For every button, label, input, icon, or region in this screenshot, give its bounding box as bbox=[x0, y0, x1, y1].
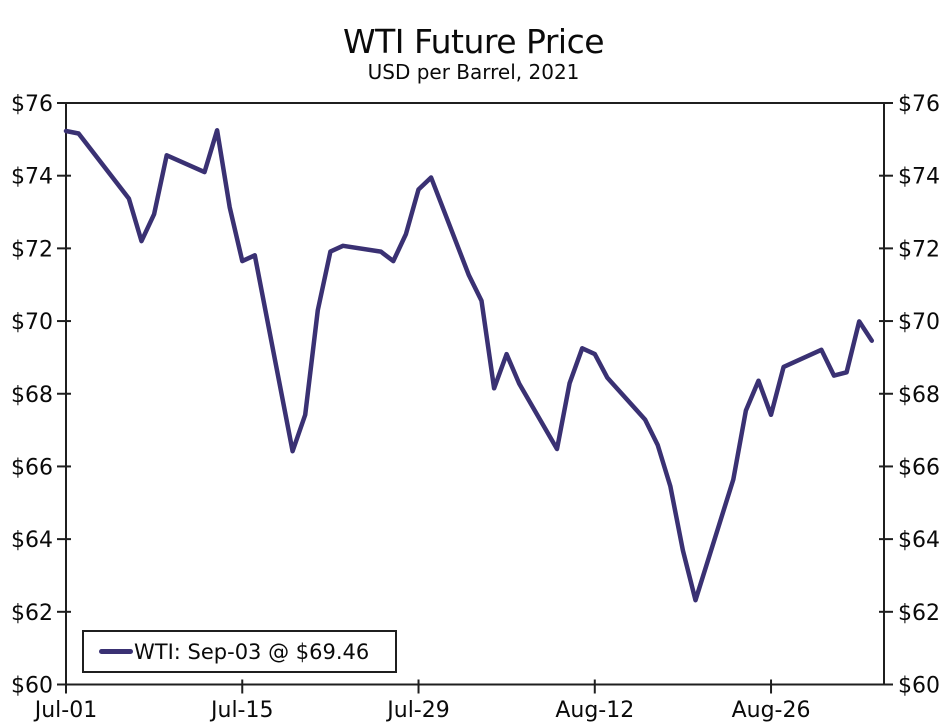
y-axis-tick-label-left: $70 bbox=[11, 310, 53, 335]
x-axis-tick-label: Aug-26 bbox=[732, 698, 811, 723]
y-axis-tick-label-left: $60 bbox=[11, 674, 53, 699]
y-axis-tick-label-left: $72 bbox=[11, 237, 53, 262]
chart-title: WTI Future Price bbox=[342, 22, 605, 61]
y-axis-tick-label-left: $74 bbox=[11, 165, 53, 190]
price-line-wti bbox=[63, 128, 875, 603]
y-axis-tick-label-right: $62 bbox=[898, 601, 940, 626]
y-axis-tick-label-left: $68 bbox=[11, 383, 53, 408]
chart-subtitle: USD per Barrel, 2021 bbox=[367, 60, 580, 84]
y-axis-tick-label-right: $74 bbox=[898, 165, 940, 190]
y-axis-tick-label-right: $66 bbox=[898, 455, 940, 480]
y-axis-tick-label-left: $66 bbox=[11, 455, 53, 480]
y-axis-tick-label-left: $62 bbox=[11, 601, 53, 626]
x-axis-tick-label: Jul-01 bbox=[33, 698, 97, 723]
x-axis-tick-label: Aug-12 bbox=[555, 698, 634, 723]
x-axis-tick-label: Jul-29 bbox=[385, 698, 449, 723]
x-axis-tick-label: Jul-15 bbox=[209, 698, 273, 723]
legend-label: WTI: Sep-03 @ $69.46 bbox=[134, 639, 370, 664]
y-axis-tick-label-right: $60 bbox=[898, 674, 940, 699]
y-axis-tick-label-left: $64 bbox=[11, 528, 53, 553]
y-axis-tick-label-right: $70 bbox=[898, 310, 940, 335]
legend: WTI: Sep-03 @ $69.46 bbox=[82, 630, 397, 673]
y-axis-tick-label-right: $64 bbox=[898, 528, 940, 553]
legend-line-swatch bbox=[99, 649, 133, 654]
y-axis-tick-label-left: $76 bbox=[11, 92, 53, 117]
y-axis-tick-label-right: $68 bbox=[898, 383, 940, 408]
y-axis-tick-label-right: $72 bbox=[898, 237, 940, 262]
y-axis-tick-label-right: $76 bbox=[898, 92, 940, 117]
